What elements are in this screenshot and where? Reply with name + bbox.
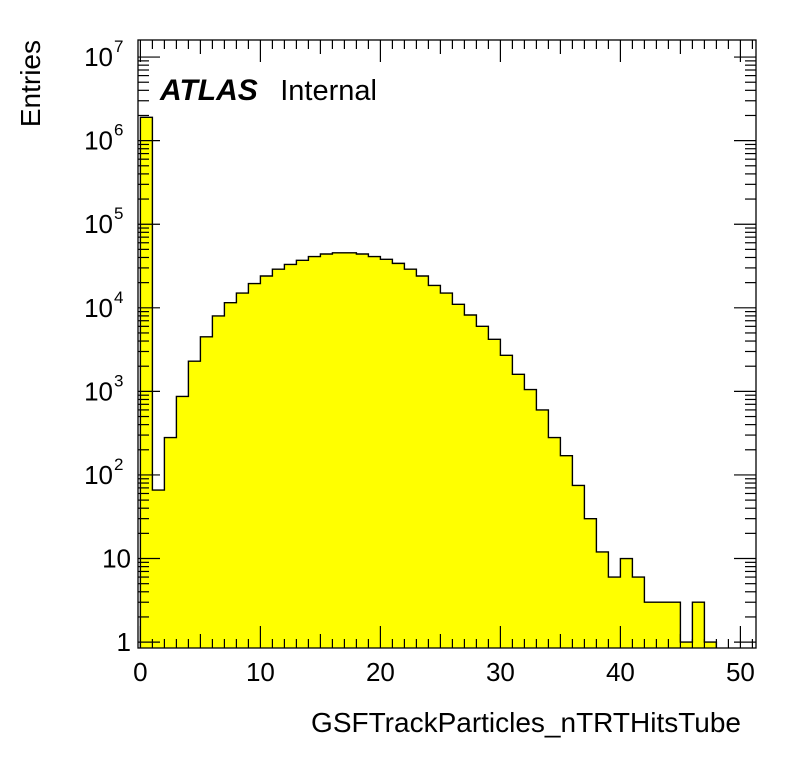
y-tick-label: 10: [84, 293, 113, 323]
histogram-outline: [139, 116, 718, 648]
x-tick-label: 10: [246, 657, 275, 687]
y-tick-label: 1: [117, 627, 131, 657]
histogram-bar: [584, 518, 597, 648]
histogram-bars: [139, 116, 718, 649]
histogram-bar: [176, 396, 189, 648]
histogram-bar: [152, 490, 165, 648]
y-axis-ticks: [138, 56, 756, 643]
histogram-bar: [392, 263, 405, 648]
histogram-bar: [476, 326, 489, 648]
histogram-bar: [536, 409, 549, 648]
x-axis-tick-labels: 0 10 20 30 40 50: [133, 657, 755, 687]
histogram-bar: [608, 577, 621, 648]
histogram-bar: [164, 437, 177, 648]
histogram-bar: [416, 276, 429, 648]
histogram-bar: [452, 304, 465, 648]
histogram-bar: [188, 361, 201, 648]
histogram-bar: [368, 256, 381, 648]
y-tick-label: 10: [84, 126, 113, 156]
histogram-bar: [428, 285, 441, 648]
histogram-bar: [512, 374, 525, 648]
y-tick-label: 10: [84, 209, 113, 239]
histogram-bar: [404, 269, 417, 648]
x-tick-label: 30: [486, 657, 515, 687]
histogram-bar: [140, 117, 153, 649]
y-tick-exponent: 7: [114, 37, 123, 56]
y-tick-exponent: 6: [114, 121, 123, 140]
y-tick-label: 10: [84, 460, 113, 490]
x-tick-label: 40: [606, 657, 635, 687]
histogram-bar: [200, 336, 213, 648]
histogram-bar: [344, 252, 357, 649]
y-tick-label: 10: [102, 544, 131, 574]
y-tick-exponent: 4: [114, 288, 123, 307]
x-axis-title: GSFTrackParticles_nTRTHitsTube: [311, 707, 741, 738]
histogram-bar: [224, 302, 237, 648]
x-tick-label: 50: [726, 657, 755, 687]
histogram-bar: [560, 455, 573, 648]
y-tick-exponent: 2: [114, 455, 123, 474]
histogram-bar: [488, 339, 501, 648]
histogram-bar: [524, 389, 537, 648]
histogram-bar: [356, 254, 369, 648]
histogram-bar: [596, 551, 609, 648]
y-tick-exponent: 5: [114, 204, 123, 223]
histogram-bar: [500, 355, 513, 648]
histogram-bar: [332, 252, 345, 649]
histogram-bar: [572, 485, 585, 648]
x-axis-ticks: [139, 40, 754, 648]
histogram-bar: [632, 577, 645, 648]
plot-frame: [137, 39, 757, 649]
histogram-bar: [464, 314, 477, 648]
histogram-bar: [320, 254, 333, 648]
atlas-status-text: Internal: [280, 75, 377, 107]
histogram-bar: [668, 602, 681, 648]
histogram-bar: [380, 259, 393, 648]
y-tick-label: 10: [84, 376, 113, 406]
histogram-bar: [548, 437, 561, 648]
histogram-bar: [680, 642, 693, 648]
histogram-bar: [296, 260, 309, 648]
histogram-bar: [656, 602, 669, 648]
histogram-bar: [440, 293, 453, 648]
y-tick-exponent: 3: [114, 371, 123, 390]
atlas-label: ATLAS Internal: [159, 74, 377, 107]
y-tick-label: 10: [84, 42, 113, 72]
histogram-bar: [284, 264, 297, 648]
atlas-brand-text: ATLAS: [159, 74, 258, 107]
histogram-bar: [620, 558, 633, 648]
histogram-bar: [692, 602, 705, 648]
x-tick-label: 0: [133, 657, 147, 687]
histogram-bar: [212, 315, 225, 648]
histogram-bar: [272, 269, 285, 648]
histogram-bar: [248, 283, 261, 648]
histogram-bar: [308, 256, 321, 648]
y-axis-title: Entries: [15, 40, 46, 127]
histogram-bar: [236, 293, 249, 648]
histogram-bar: [704, 642, 717, 648]
x-tick-label: 20: [366, 657, 395, 687]
histogram-bar: [260, 276, 273, 648]
histogram-bar: [644, 602, 657, 648]
